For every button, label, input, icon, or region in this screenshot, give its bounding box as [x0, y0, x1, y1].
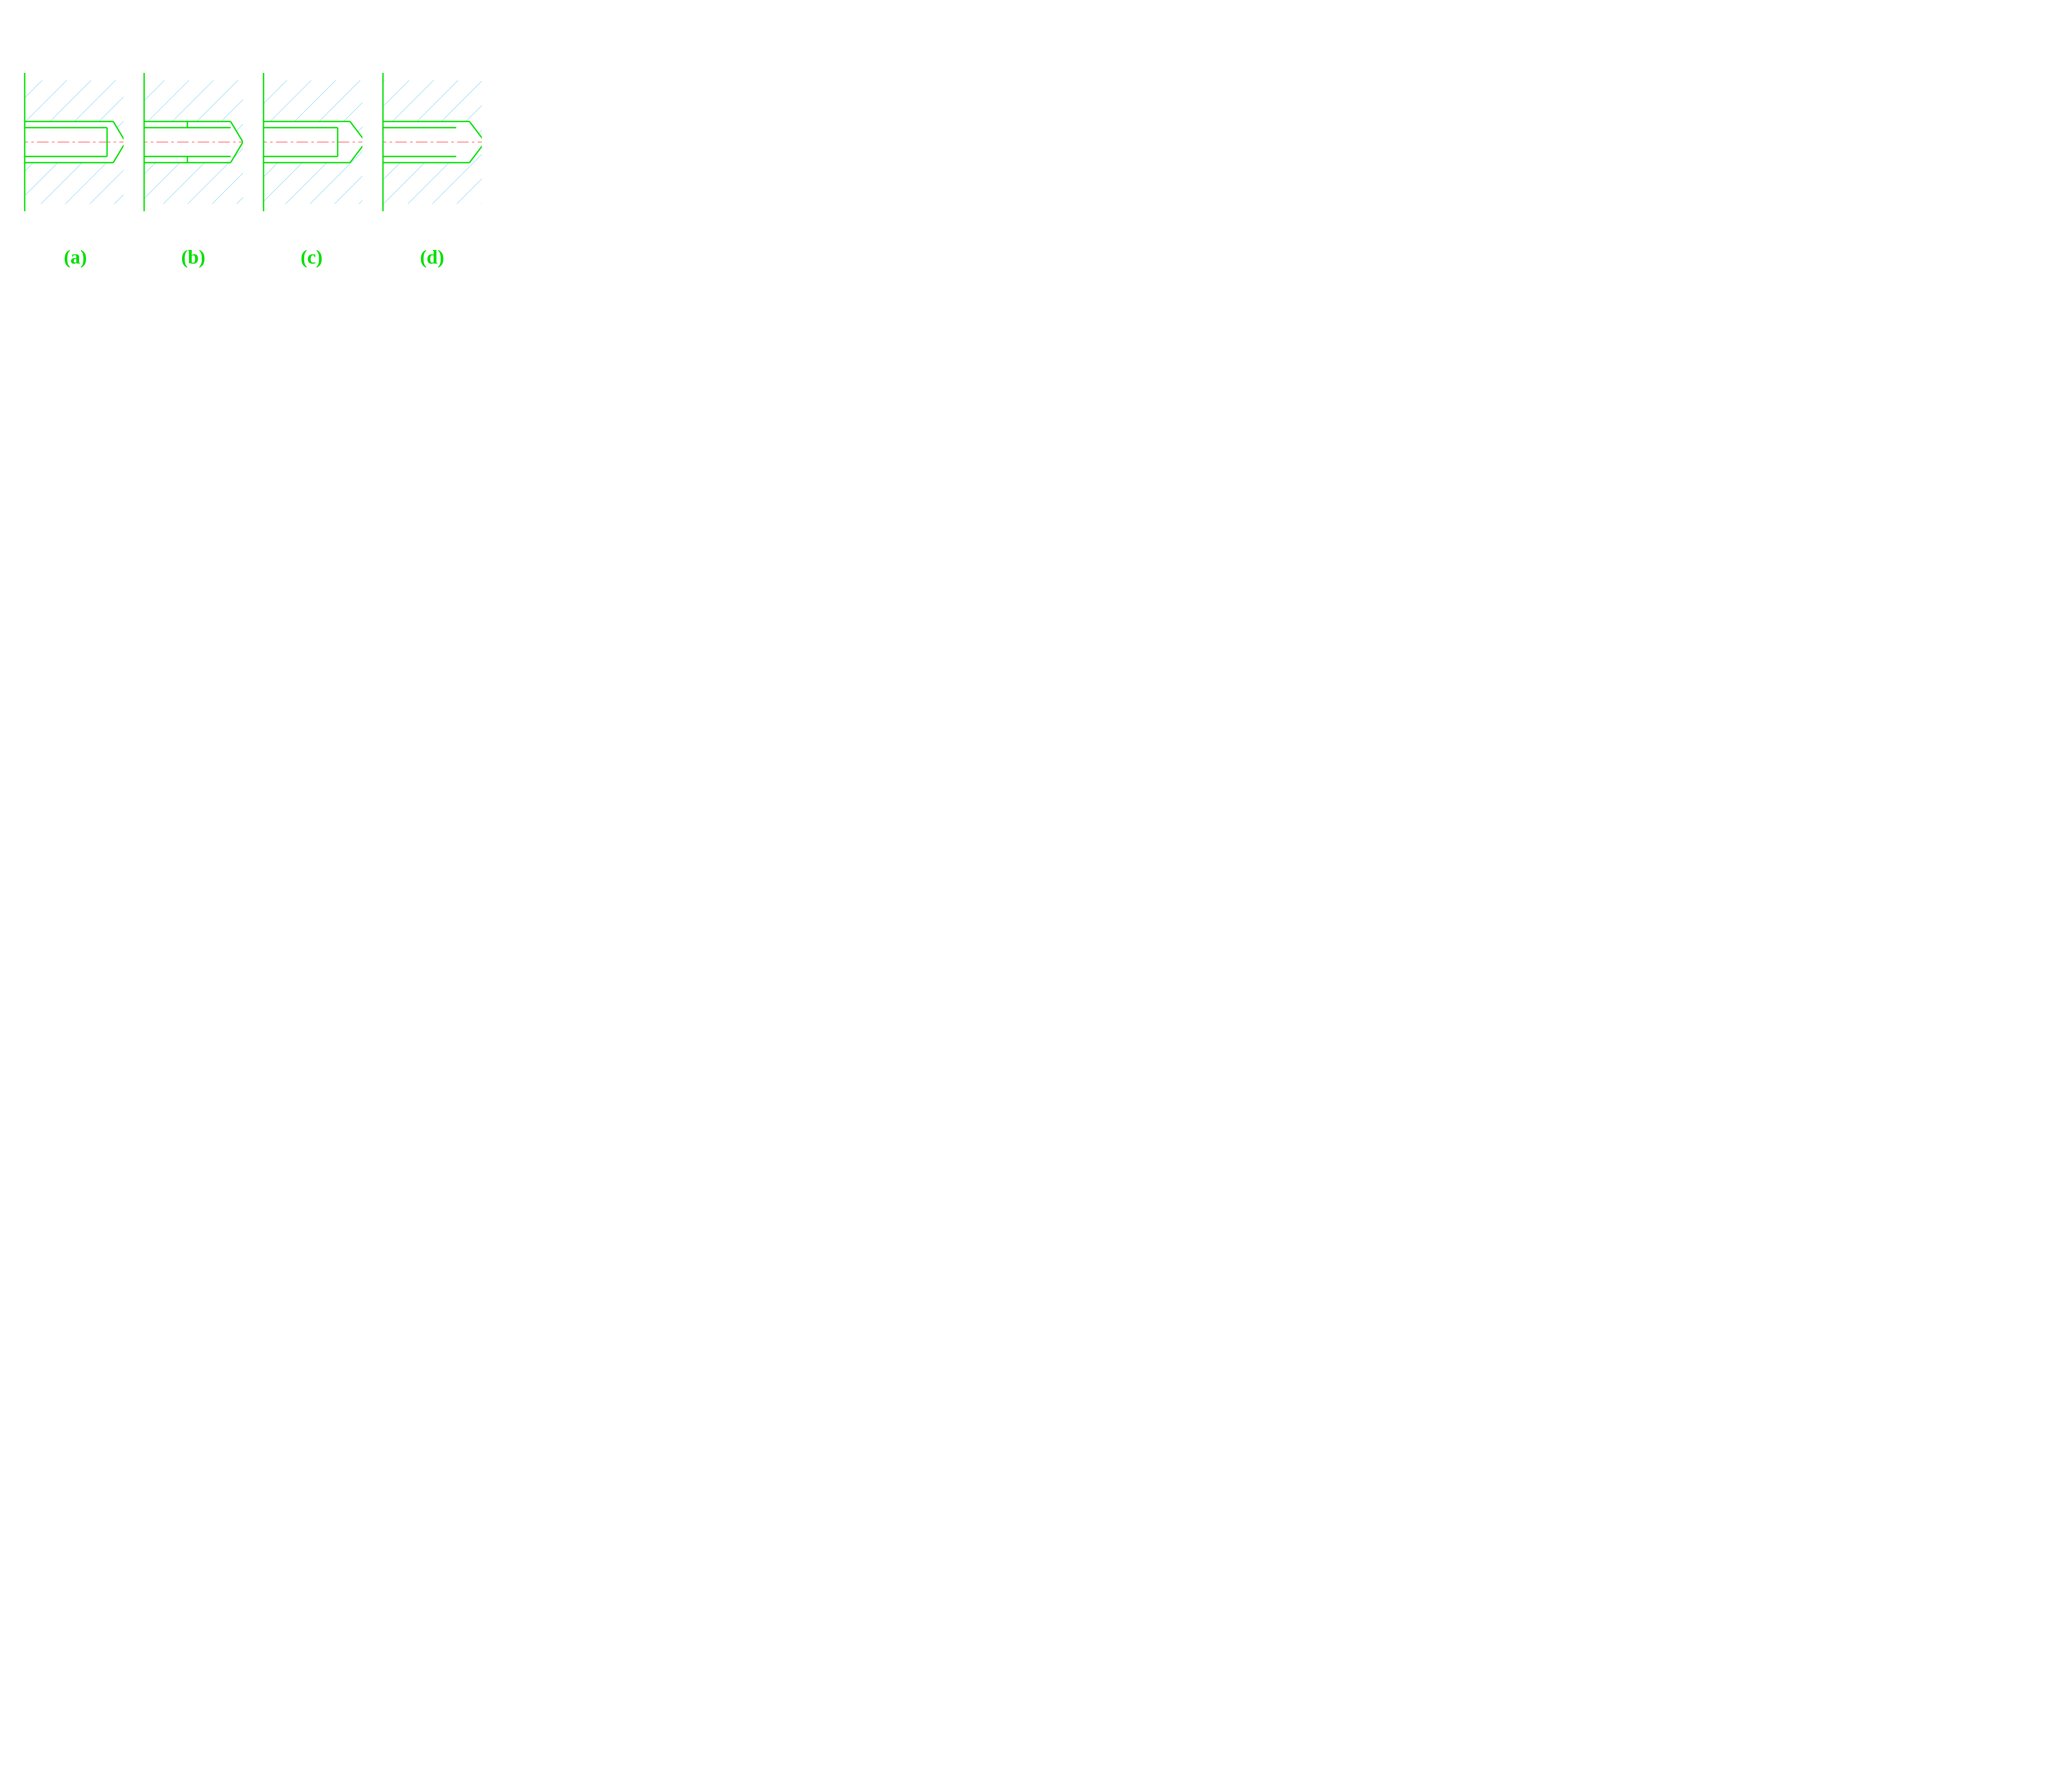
- panel-a: [16, 80, 128, 204]
- label-c: (c): [301, 246, 322, 268]
- panel-c: [255, 80, 367, 204]
- label-a: (a): [64, 246, 87, 268]
- label-d: (d): [420, 246, 444, 268]
- label-b: (b): [181, 246, 205, 268]
- panel-d: [375, 80, 486, 204]
- diagram-canvas: (a) (b) (c) (d): [0, 0, 575, 380]
- panel-b: [136, 80, 247, 204]
